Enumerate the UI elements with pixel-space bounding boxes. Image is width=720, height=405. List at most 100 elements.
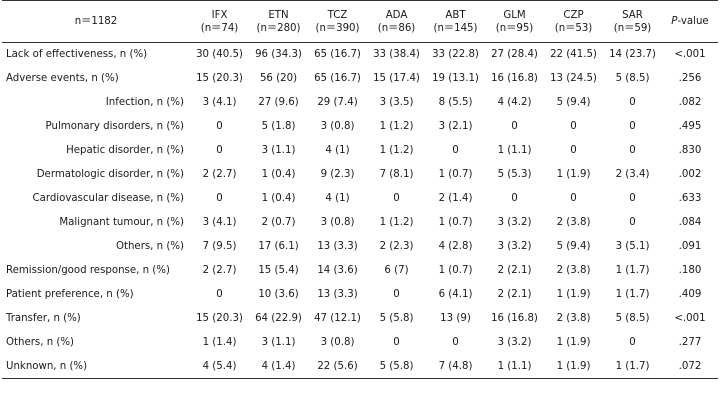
column-header-ifx: IFX (n＝74): [190, 1, 249, 43]
table-row: Others, n (%) 1 (1.4) 3 (1.1) 3 (0.8) 0 0 3 (3…: [2, 331, 718, 355]
column-name: IFX: [211, 9, 228, 21]
row-label: Pulmonary disorders, n (%): [45, 121, 184, 132]
column-n: (n＝59): [613, 22, 652, 34]
cell-ada: 0: [393, 193, 400, 204]
row-label: Transfer, n (%): [6, 313, 81, 324]
cell-glm: 5 (5.3): [497, 169, 532, 180]
cell-abt: 4 (2.8): [438, 241, 473, 252]
column-name: ADA: [385, 9, 408, 21]
cell-etn: 3 (1.1): [261, 337, 296, 348]
cell-ada: 15 (17.4): [373, 73, 420, 84]
cell-glm: 27 (28.4): [485, 42, 544, 67]
cell-etn: 2 (0.7): [261, 217, 296, 228]
cell-ada: 5 (5.8): [367, 354, 426, 379]
column-name: ABT: [445, 9, 466, 21]
cell-abt: 19 (13.1): [432, 73, 479, 84]
cell-abt: 1 (0.7): [438, 169, 473, 180]
cell-etn: 96 (34.3): [249, 42, 308, 67]
row-label: Patient preference, n (%): [6, 289, 134, 300]
cell-sar: 0: [629, 97, 636, 108]
cell-abt: 1 (0.7): [438, 265, 473, 276]
column-header-abt: ABT (n＝145): [426, 1, 485, 43]
column-n: (n＝95): [495, 22, 534, 34]
cell-abt: 6 (4.1): [438, 289, 473, 300]
column-n: (n＝390): [315, 22, 360, 34]
cell-tcz: 29 (7.4): [317, 97, 358, 108]
cell-abt: 7 (4.8): [426, 354, 485, 379]
cell-etn: 56 (20): [259, 73, 298, 84]
cell-sar: 2 (3.4): [615, 169, 650, 180]
cell-ifx: 3 (4.1): [202, 97, 237, 108]
cell-sar: 3 (5.1): [615, 241, 650, 252]
cell-tcz: 4 (1): [325, 145, 350, 156]
row-label: Remission/good response, n (%): [6, 265, 170, 276]
table-row: Lack of effectiveness, n (%) 30 (40.5) 96 …: [2, 42, 718, 67]
cell-tcz: 22 (5.6): [308, 354, 367, 379]
header-row: n＝1182 IFX (n＝74) ETN (n＝280) TCZ (n＝390…: [2, 0, 718, 43]
cell-ifx: 7 (9.5): [202, 241, 237, 252]
cell-etn: 10 (3.6): [258, 289, 299, 300]
cell-etn: 3 (1.1): [261, 145, 296, 156]
cell-glm: 4 (4.2): [497, 97, 532, 108]
cell-ada: 1 (1.2): [379, 121, 414, 132]
row-label: Infection, n (%): [105, 97, 184, 108]
cell-pvalue: <.001: [674, 313, 706, 324]
cell-czp: 1 (1.9): [556, 337, 591, 348]
cell-glm: 16 (16.8): [491, 313, 538, 324]
column-name: GLM: [503, 9, 526, 21]
row-label: Others, n (%): [6, 337, 75, 348]
table-body: Lack of effectiveness, n (%) 30 (40.5) 96 …: [2, 42, 718, 379]
column-header-sar: SAR (n＝59): [603, 1, 662, 43]
cell-abt: 13 (9): [440, 313, 471, 324]
table-row: Infection, n (%) 3 (4.1) 27 (9.6) 29 (7.4) 3…: [2, 91, 718, 115]
cell-pvalue: .180: [678, 265, 702, 276]
column-name: TCZ: [327, 9, 348, 21]
cell-ifx: 0: [216, 193, 223, 204]
cell-pvalue: .633: [678, 193, 702, 204]
cell-ifx: 4 (5.4): [190, 354, 249, 379]
cell-pvalue: .091: [678, 241, 702, 252]
cell-ada: 3 (3.5): [379, 97, 414, 108]
column-header-pvalue: P-value: [662, 1, 718, 43]
cell-sar: 1 (1.7): [603, 354, 662, 379]
cell-tcz: 3 (0.8): [320, 121, 355, 132]
cell-czp: 0: [570, 121, 577, 132]
cell-abt: 2 (1.4): [438, 193, 473, 204]
cell-ifx: 0: [216, 145, 223, 156]
cell-ada: 33 (38.4): [367, 42, 426, 67]
cell-sar: 5 (8.5): [615, 313, 650, 324]
cell-etn: 1 (0.4): [261, 193, 296, 204]
cell-sar: 0: [629, 193, 636, 204]
cell-tcz: 3 (0.8): [320, 217, 355, 228]
table-row: Malignant tumour, n (%) 3 (4.1) 2 (0.7) 3 (…: [2, 211, 718, 235]
row-label: Lack of effectiveness, n (%): [2, 42, 190, 67]
column-header-glm: GLM (n＝95): [485, 1, 544, 43]
cell-ada: 1 (1.2): [379, 145, 414, 156]
row-label: Unknown, n (%): [2, 354, 190, 379]
cell-etn: 15 (5.4): [258, 265, 299, 276]
cell-tcz: 4 (1): [325, 193, 350, 204]
column-n: (n＝74): [200, 22, 239, 34]
cell-ada: 7 (8.1): [379, 169, 414, 180]
cell-abt: 33 (22.8): [426, 42, 485, 67]
table-row: Patient preference, n (%) 0 10 (3.6) 13 (3.…: [2, 283, 718, 307]
cell-sar: 1 (1.7): [615, 289, 650, 300]
cell-pvalue: .256: [678, 73, 702, 84]
cell-tcz: 47 (12.1): [314, 313, 361, 324]
cell-pvalue: .409: [678, 289, 702, 300]
cell-czp: 13 (24.5): [550, 73, 597, 84]
cell-sar: 0: [629, 337, 636, 348]
cell-ifx: 0: [216, 289, 223, 300]
cell-glm: 3 (3.2): [497, 217, 532, 228]
pvalue-italic-p: P: [671, 16, 678, 27]
cell-glm: 1 (1.1): [485, 354, 544, 379]
cell-glm: 2 (2.1): [497, 265, 532, 276]
cell-ifx: 2 (2.7): [202, 265, 237, 276]
cell-abt: 8 (5.5): [438, 97, 473, 108]
cell-czp: 5 (9.4): [556, 241, 591, 252]
cell-glm: 2 (2.1): [497, 289, 532, 300]
column-n: (n＝53): [554, 22, 593, 34]
cell-czp: 1 (1.9): [556, 169, 591, 180]
cell-tcz: 13 (3.3): [317, 241, 358, 252]
cell-ada: 5 (5.8): [379, 313, 414, 324]
